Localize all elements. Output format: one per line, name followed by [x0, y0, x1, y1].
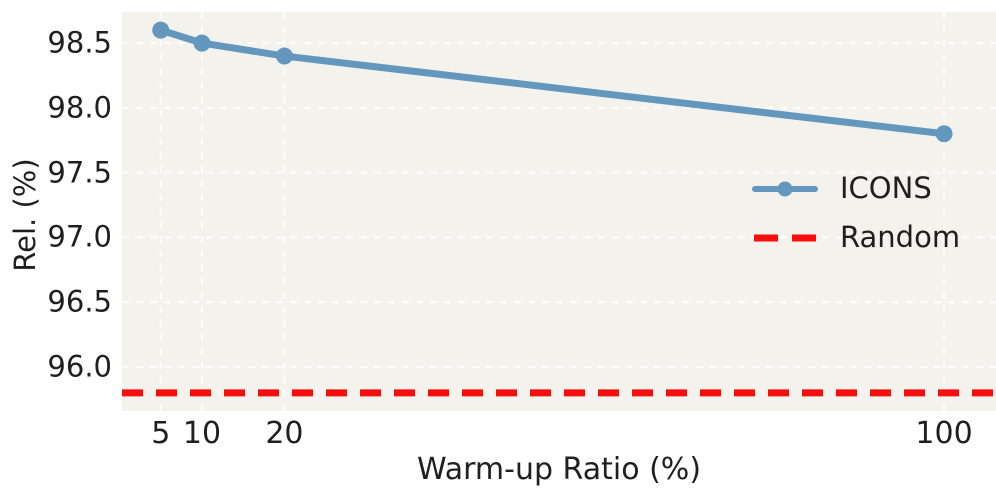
y-tick-label: 98.5	[47, 25, 112, 60]
y-tick-label: 98.0	[47, 90, 112, 125]
legend-item-icons: ICONS	[752, 167, 960, 210]
random-dashed-line-sample-icon	[754, 234, 816, 241]
legend-label-icons: ICONS	[840, 171, 932, 205]
x-tick-label: 5	[151, 416, 171, 451]
icons-line-sample-icon	[752, 181, 818, 196]
x-axis-label: Warm-up Ratio (%)	[416, 452, 702, 487]
y-axis-label: Rel. (%)	[8, 158, 42, 272]
legend-item-random: Random	[752, 216, 960, 259]
x-tick-label: 20	[265, 416, 304, 451]
y-tick-label: 96.0	[47, 349, 112, 384]
legend-label-random: Random	[840, 220, 961, 254]
y-tick-label: 96.5	[47, 284, 112, 319]
plot-area	[122, 12, 996, 411]
y-tick-label: 97.5	[47, 155, 112, 190]
legend: ICONS Random	[752, 167, 960, 259]
y-tick-label: 97.0	[47, 219, 112, 254]
x-tick-label: 100	[915, 416, 973, 451]
x-tick-label: 10	[182, 416, 222, 451]
plot-canvas	[122, 12, 996, 411]
